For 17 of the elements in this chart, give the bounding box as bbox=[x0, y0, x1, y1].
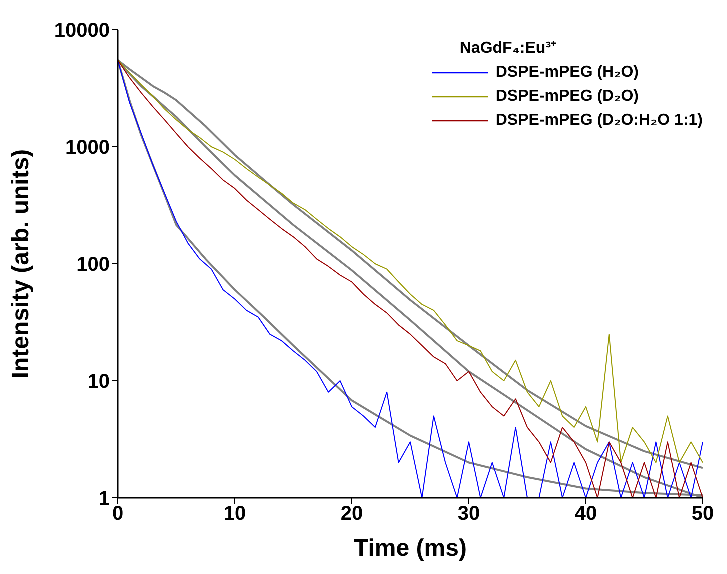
legend-label: DSPE-mPEG (D₂O:H₂O 1:1) bbox=[496, 112, 703, 130]
x-tick-label: 20 bbox=[340, 503, 364, 526]
y-axis-title: Intensity (arb. units) bbox=[8, 149, 35, 379]
y-tick-label: 1000 bbox=[66, 137, 110, 160]
x-tick-label: 10 bbox=[224, 503, 246, 526]
legend-label: DSPE-mPEG (D₂O) bbox=[496, 88, 639, 106]
y-tick-label: 10000 bbox=[54, 20, 110, 42]
y-tick-label: 1 bbox=[98, 488, 110, 510]
y-tick-label: 10 bbox=[88, 371, 110, 394]
x-tick-label: 0 bbox=[112, 503, 124, 526]
x-tick-label: 40 bbox=[574, 503, 598, 526]
legend-label: DSPE-mPEG (H₂O) bbox=[496, 64, 639, 82]
x-tick-label: 50 bbox=[692, 503, 714, 526]
x-axis-title: Time (ms) bbox=[354, 535, 467, 562]
y-tick-label: 100 bbox=[76, 254, 110, 276]
x-tick-label: 30 bbox=[458, 503, 480, 526]
legend-title: NaGdF₄:Eu³⁺ bbox=[458, 39, 558, 58]
